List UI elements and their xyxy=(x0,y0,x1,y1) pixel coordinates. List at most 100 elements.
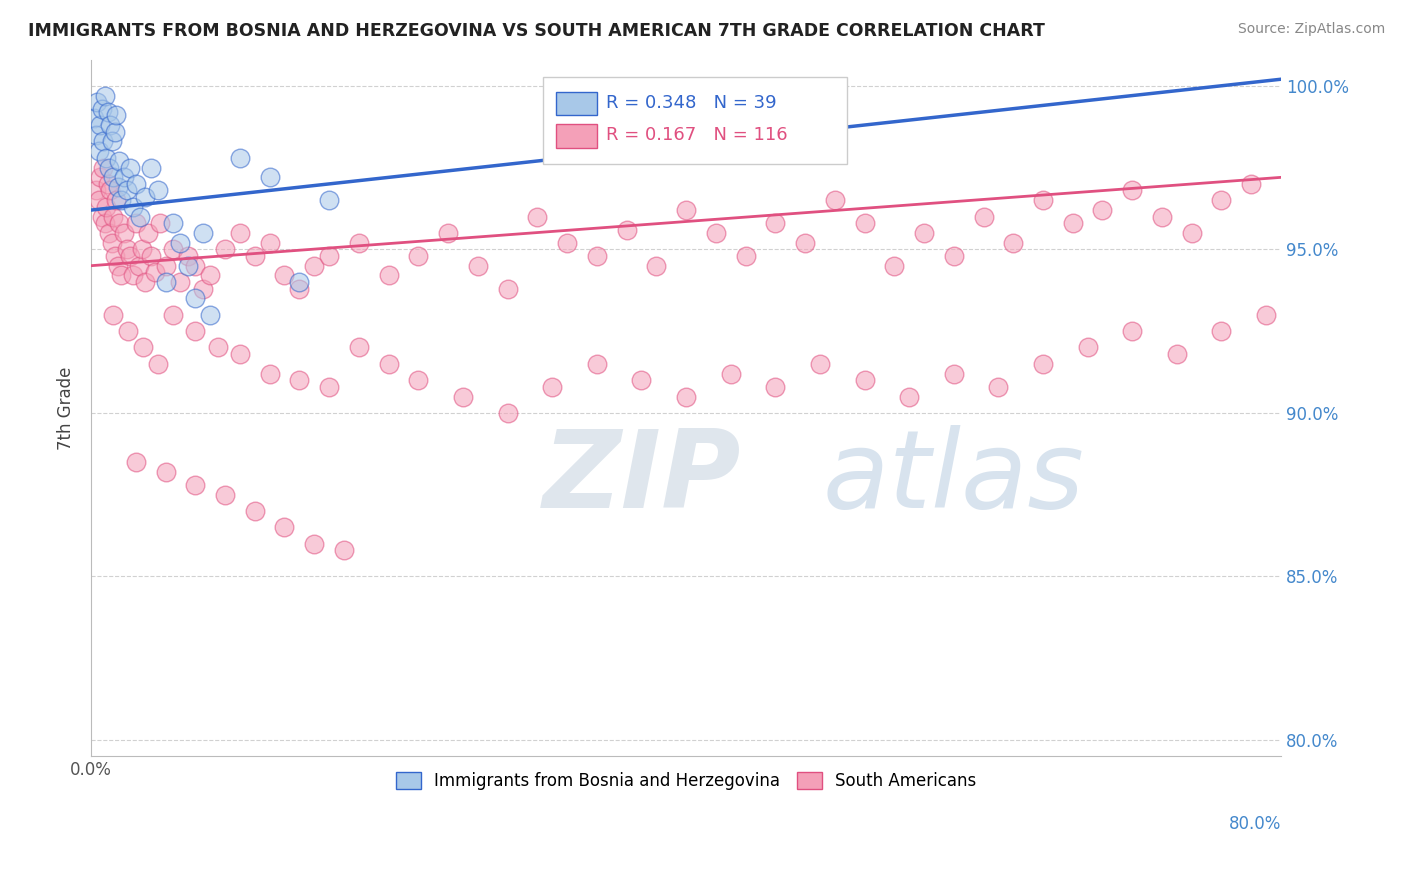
Point xyxy=(347,235,370,250)
Point xyxy=(408,373,430,387)
Point xyxy=(883,259,905,273)
Legend: Immigrants from Bosnia and Herzegovina, South Americans: Immigrants from Bosnia and Herzegovina, … xyxy=(389,765,983,797)
Point xyxy=(259,170,281,185)
Point xyxy=(318,194,340,208)
Point xyxy=(103,170,125,185)
Point xyxy=(302,259,325,273)
Point xyxy=(377,268,399,283)
Point xyxy=(169,235,191,250)
Point xyxy=(162,243,184,257)
Point xyxy=(794,235,817,250)
Point xyxy=(146,357,169,371)
Point xyxy=(1077,341,1099,355)
Point xyxy=(243,249,266,263)
Point xyxy=(139,161,162,175)
Point xyxy=(93,216,115,230)
Point xyxy=(86,95,108,109)
Point xyxy=(1121,324,1143,338)
Point xyxy=(93,88,115,103)
Point xyxy=(104,249,127,263)
Point xyxy=(273,268,295,283)
Point xyxy=(98,161,121,175)
Point xyxy=(824,194,846,208)
Point xyxy=(734,249,756,263)
Point xyxy=(110,268,132,283)
Point xyxy=(155,275,177,289)
Point xyxy=(273,520,295,534)
Point xyxy=(125,177,148,191)
Point xyxy=(103,210,125,224)
Point xyxy=(101,134,124,148)
Point xyxy=(1091,203,1114,218)
Point xyxy=(110,194,132,208)
Point xyxy=(1062,216,1084,230)
Point xyxy=(91,134,114,148)
Point xyxy=(155,259,177,273)
Point xyxy=(467,259,489,273)
FancyBboxPatch shape xyxy=(557,124,596,148)
Point xyxy=(104,124,127,138)
Point xyxy=(134,190,156,204)
Point xyxy=(1240,177,1263,191)
Point xyxy=(1211,194,1233,208)
Point xyxy=(214,243,236,257)
Point xyxy=(98,226,121,240)
Point xyxy=(101,235,124,250)
Point xyxy=(107,259,129,273)
Point xyxy=(169,275,191,289)
Point xyxy=(155,465,177,479)
Point xyxy=(616,223,638,237)
Text: ZIP: ZIP xyxy=(543,425,741,531)
Point xyxy=(115,184,138,198)
Point xyxy=(973,210,995,224)
Point xyxy=(134,275,156,289)
Point xyxy=(763,380,786,394)
Point xyxy=(100,118,122,132)
Point xyxy=(942,249,965,263)
Point xyxy=(94,200,117,214)
Point xyxy=(162,216,184,230)
Point xyxy=(184,478,207,492)
Point xyxy=(555,235,578,250)
Point xyxy=(136,226,159,240)
Point xyxy=(288,373,311,387)
Point xyxy=(408,249,430,263)
Point xyxy=(585,249,607,263)
Point xyxy=(84,128,107,142)
FancyBboxPatch shape xyxy=(543,77,846,164)
Point xyxy=(105,108,128,122)
Point xyxy=(763,216,786,230)
Point xyxy=(704,226,727,240)
Point xyxy=(1181,226,1204,240)
Point xyxy=(259,367,281,381)
Point xyxy=(121,268,143,283)
Point xyxy=(853,216,876,230)
Point xyxy=(1166,347,1188,361)
Point xyxy=(184,259,207,273)
Point xyxy=(90,102,112,116)
Point xyxy=(229,226,252,240)
Point xyxy=(451,390,474,404)
Point xyxy=(987,380,1010,394)
Point xyxy=(129,210,152,224)
Point xyxy=(87,144,110,158)
Point xyxy=(191,226,214,240)
Point xyxy=(184,292,207,306)
Text: atlas: atlas xyxy=(823,425,1085,530)
Point xyxy=(318,249,340,263)
Point xyxy=(146,184,169,198)
Point xyxy=(942,367,965,381)
Point xyxy=(89,118,111,132)
Text: R = 0.348   N = 39: R = 0.348 N = 39 xyxy=(606,94,778,112)
Text: Source: ZipAtlas.com: Source: ZipAtlas.com xyxy=(1237,22,1385,37)
Point xyxy=(100,184,122,198)
Point xyxy=(84,184,107,198)
Point xyxy=(87,194,110,208)
Point xyxy=(526,210,548,224)
Point xyxy=(1032,357,1054,371)
Point xyxy=(83,112,105,126)
Point xyxy=(118,161,141,175)
Point xyxy=(496,282,519,296)
Point xyxy=(1002,235,1025,250)
Point xyxy=(128,259,150,273)
